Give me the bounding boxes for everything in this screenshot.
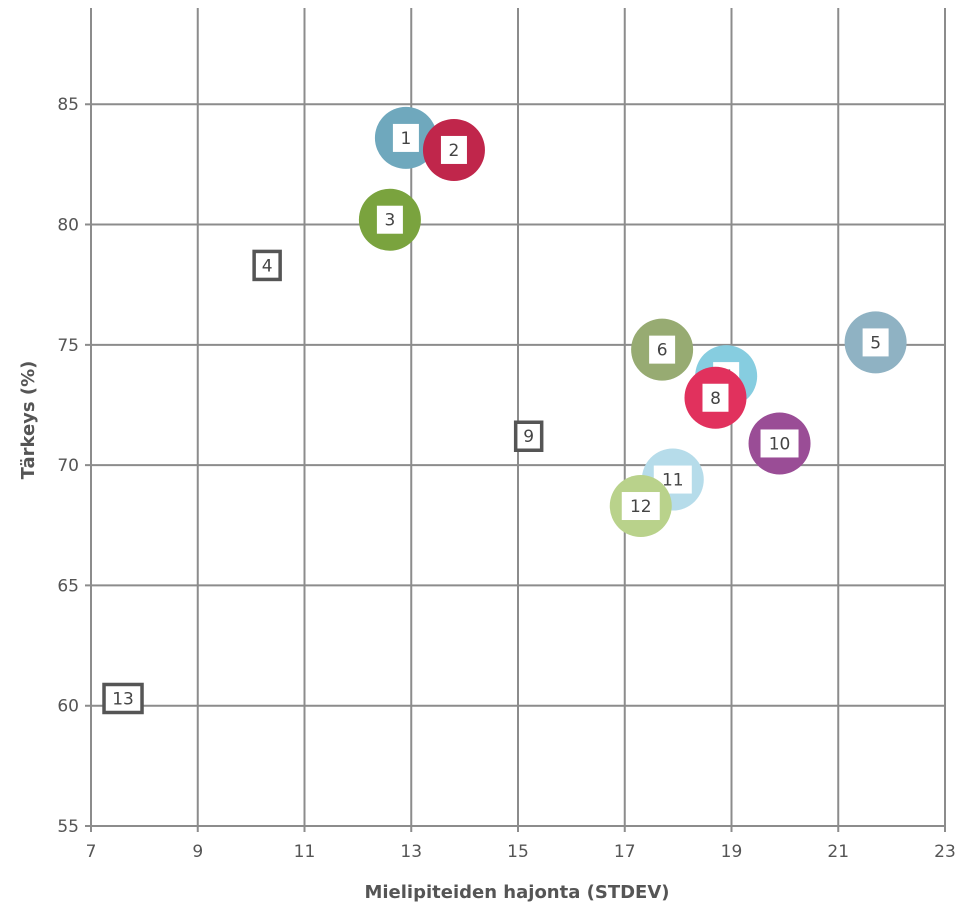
point-label-box-6: [649, 335, 676, 364]
x-tick-label-7: 21: [827, 842, 849, 862]
x-axis-ticks: 7 9 11 13 15 17 19 21 23: [86, 842, 956, 862]
point-label-13: 13: [112, 689, 134, 709]
point-label-box-10: [760, 429, 799, 458]
y-tick-label-2: 65: [57, 576, 79, 596]
x-tick-label-5: 17: [614, 842, 636, 862]
point-label-6: 6: [657, 341, 668, 361]
data-point-1: 1: [374, 106, 437, 169]
y-tick-label-3: 70: [57, 456, 79, 476]
data-point-2: 2: [422, 118, 485, 181]
point-label-10: 10: [769, 434, 791, 454]
x-tick-label-6: 19: [721, 842, 743, 862]
point-label-1: 1: [400, 129, 411, 149]
point-marker-4: [252, 249, 282, 282]
point-label-11: 11: [662, 471, 684, 491]
y-tick-label-5: 80: [57, 216, 79, 236]
data-points: 12356781011124913: [102, 106, 907, 715]
point-label-box-12: [621, 492, 660, 521]
x-axis-title: Mielipiteiden hajonta (STDEV): [364, 882, 669, 903]
point-label-box-2: [440, 135, 467, 164]
point-marker-9: [513, 420, 544, 452]
data-point-5: 5: [844, 311, 907, 374]
point-label-3: 3: [384, 211, 395, 231]
y-tick-label-1: 60: [57, 697, 79, 717]
x-tick-label-8: 23: [934, 842, 956, 862]
data-point-12: 12: [609, 475, 672, 538]
point-marker-13: [102, 682, 144, 715]
y-tick-label-6: 85: [57, 95, 79, 115]
point-label-box-3: [376, 205, 403, 234]
y-axis-ticks: 55 60 65 70 75 80 85: [57, 95, 79, 837]
point-label-box-8: [702, 383, 729, 412]
data-point-8: 8: [684, 366, 747, 429]
x-tick-label-3: 13: [400, 842, 422, 862]
point-label-8: 8: [710, 389, 721, 409]
x-tick-label-2: 11: [294, 842, 316, 862]
data-point-4: 4: [252, 249, 282, 282]
x-tick-label-1: 9: [192, 842, 203, 862]
point-label-12: 12: [630, 497, 652, 517]
data-point-11: 11: [641, 448, 704, 511]
data-point-9: 9: [513, 420, 544, 452]
point-label-box-5: [862, 328, 889, 357]
point-label-5: 5: [870, 333, 881, 353]
data-point-10: 10: [748, 412, 811, 475]
data-point-6: 6: [631, 318, 694, 381]
point-label-4: 4: [262, 256, 273, 276]
point-label-box-1: [392, 123, 419, 152]
data-point-3: 3: [358, 188, 421, 251]
x-tick-label-0: 7: [86, 842, 97, 862]
x-tick-label-4: 15: [507, 842, 529, 862]
y-tick-label-4: 75: [57, 336, 79, 356]
y-axis-title: Tärkeys (%): [18, 361, 39, 480]
data-point-13: 13: [102, 682, 144, 715]
point-label-9: 9: [523, 427, 534, 447]
grid: [85, 8, 946, 832]
point-label-2: 2: [449, 141, 460, 161]
y-tick-label-0: 55: [57, 817, 79, 837]
